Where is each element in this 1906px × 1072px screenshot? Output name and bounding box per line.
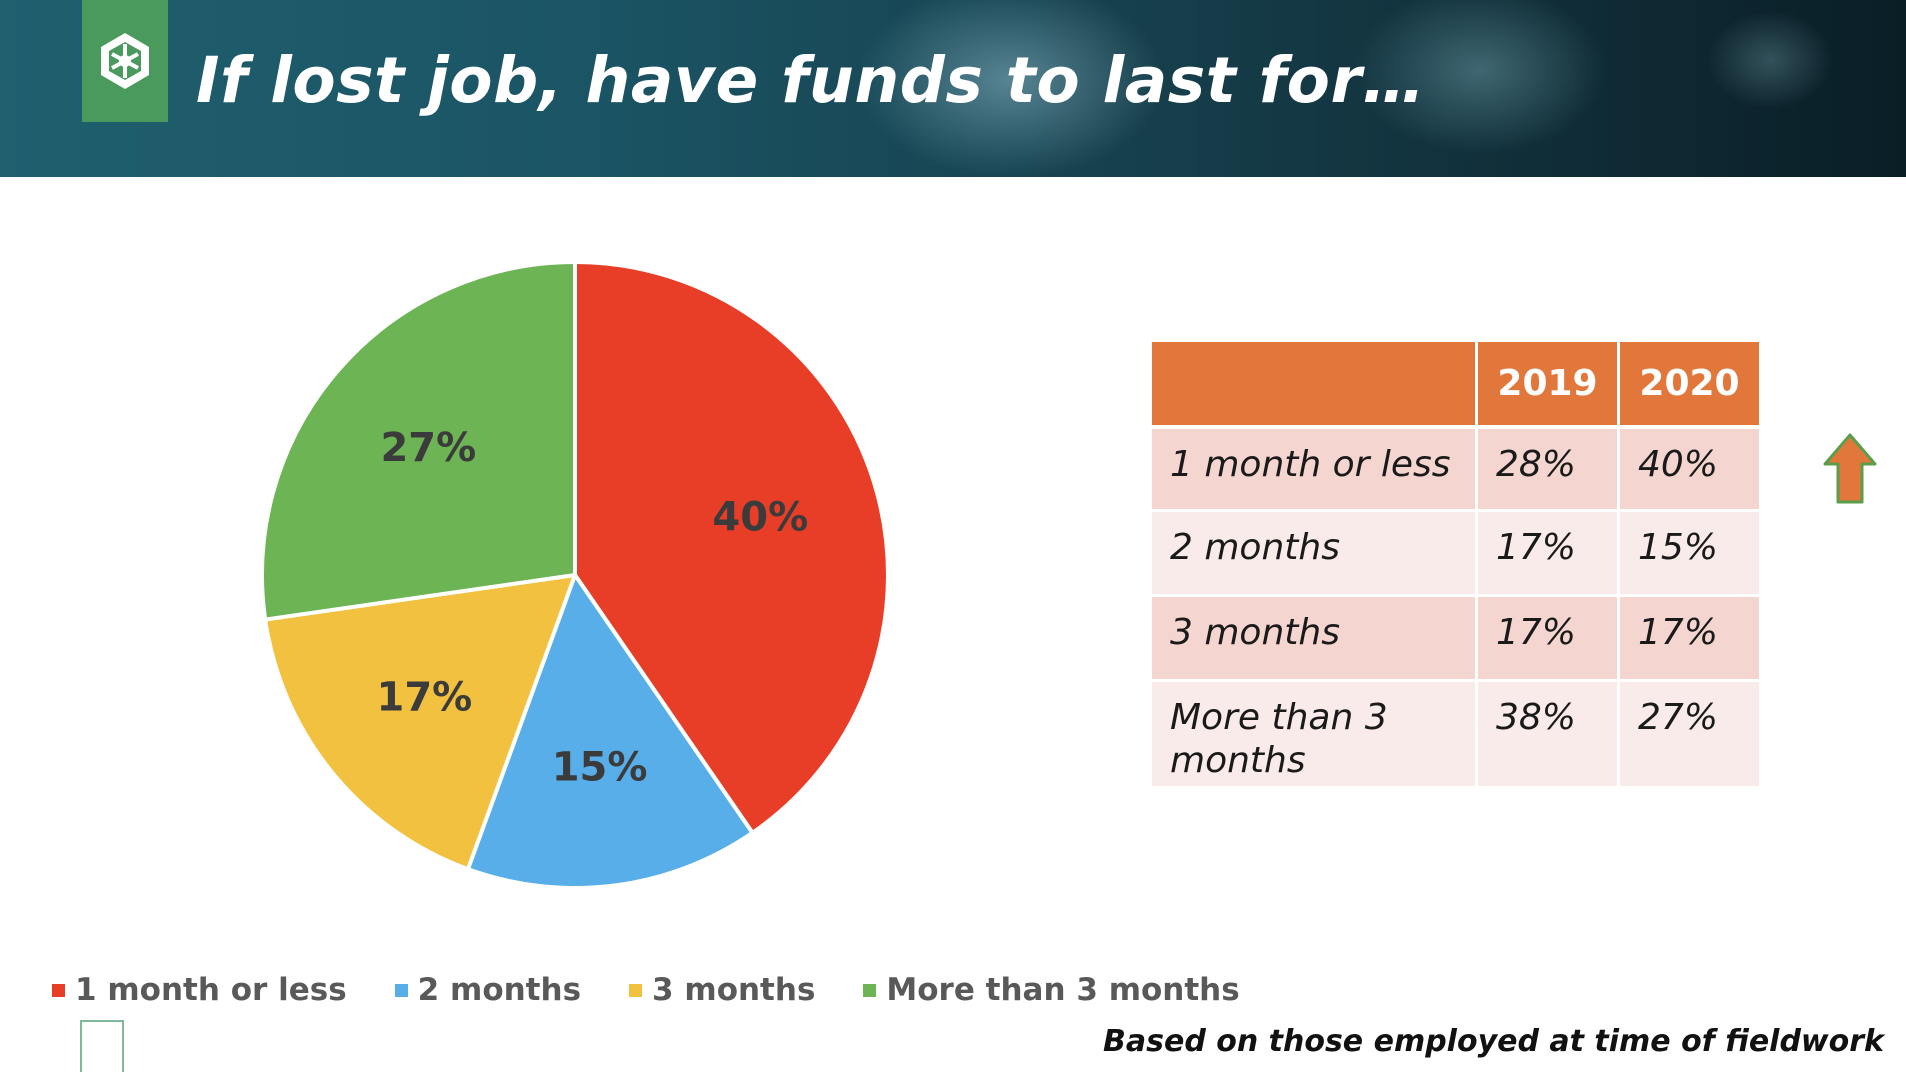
legend-item-three-months: 3 months	[629, 972, 815, 1008]
tree-logo-icon	[101, 33, 149, 89]
chart-legend: 1 month or less 2 months 3 months More than…	[52, 972, 1288, 1008]
legend-swatch	[52, 983, 65, 997]
table-header-row: 2019 2020	[1152, 342, 1759, 429]
legend-swatch	[863, 983, 877, 997]
legend-label: 1 month or less	[75, 972, 347, 1008]
pie-label-two-months: 15%	[552, 744, 648, 790]
legend-item-more-than-three-months: More than 3 months	[863, 972, 1240, 1008]
header-banner: If lost job, have funds to last for…	[0, 0, 1906, 177]
pie-label-more-than-three-months: 27%	[380, 425, 476, 471]
pie-slice-two-months	[465, 573, 755, 890]
table-row: 1 month or less 28% 40%	[1152, 429, 1759, 512]
footnote: Based on those employed at time of field…	[1103, 1024, 1884, 1059]
cell-2020: 40%	[1620, 429, 1759, 512]
cell-2020: 17%	[1620, 597, 1759, 682]
company-logo	[82, 0, 168, 122]
cell-2020: 27%	[1620, 682, 1759, 789]
cell-2019: 28%	[1478, 429, 1620, 512]
table-header-2019: 2019	[1478, 342, 1620, 429]
row-label: 1 month or less	[1152, 429, 1478, 512]
table-header-2020: 2020	[1620, 342, 1759, 429]
comparison-table: 2019 2020 1 month or less 28% 40% 2 mont…	[1152, 342, 1759, 789]
table-row: 3 months 17% 17%	[1152, 597, 1759, 682]
cell-2020: 15%	[1620, 512, 1759, 597]
legend-swatch	[394, 983, 408, 997]
pie-slice-one-month-or-less	[573, 260, 890, 835]
row-label: 2 months	[1152, 512, 1478, 597]
up-arrow-icon	[1823, 433, 1877, 504]
legend-label: More than 3 months	[886, 972, 1240, 1008]
cell-2019: 17%	[1478, 512, 1620, 597]
cell-2019: 17%	[1478, 597, 1620, 682]
legend-item-two-months: 2 months	[394, 972, 582, 1008]
pie-chart: 40% 15% 17% 27%	[260, 260, 890, 890]
placeholder-box	[80, 1020, 124, 1072]
legend-swatch	[629, 983, 643, 997]
legend-label: 3 months	[652, 972, 816, 1008]
pie-slice-three-months	[263, 573, 577, 872]
cell-2019: 38%	[1478, 682, 1620, 789]
legend-label: 2 months	[417, 972, 582, 1008]
table-header-empty	[1152, 342, 1478, 429]
pie-label-three-months: 17%	[377, 674, 473, 720]
table-row: 2 months 17% 15%	[1152, 512, 1759, 597]
table-row: More than 3 months 38% 27%	[1152, 682, 1759, 789]
row-label: More than 3 months	[1152, 682, 1478, 789]
page-title: If lost job, have funds to last for…	[196, 44, 1426, 117]
legend-item-one-month-or-less: 1 month or less	[52, 972, 347, 1008]
row-label: 3 months	[1152, 597, 1478, 682]
pie-label-one-month-or-less: 40%	[712, 494, 808, 540]
pie-slice-more-than-three-months	[260, 260, 577, 622]
